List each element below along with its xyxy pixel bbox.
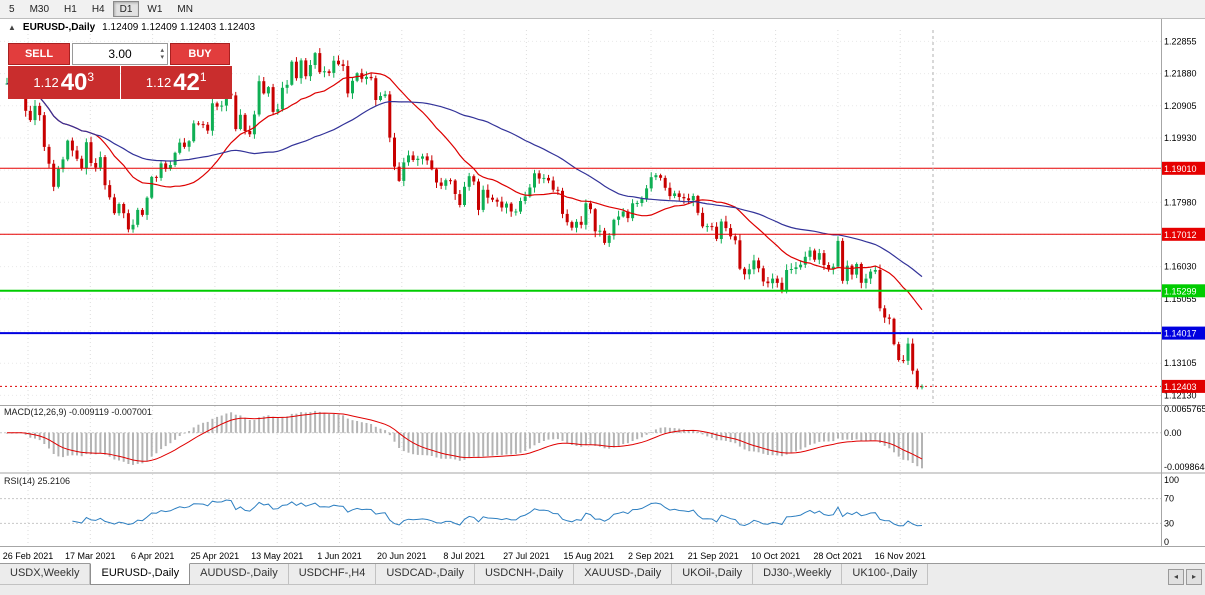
tab-scroll-left-icon[interactable]: ◂: [1168, 569, 1184, 585]
one-click-toggle-icon[interactable]: ▲: [8, 23, 16, 32]
price-line-label-bg: [1162, 379, 1205, 393]
price-tick-label: 1.19930: [1164, 133, 1197, 143]
price-line-label-bg: [1162, 227, 1205, 241]
sell-price-button[interactable]: 1.12 40 3: [8, 66, 120, 99]
buy-price-sup: 1: [199, 69, 207, 84]
chart-tab-eurusd-daily[interactable]: EURUSD-,Daily: [90, 563, 191, 585]
timeframe-button-w1[interactable]: W1: [140, 1, 169, 17]
date-tick-label: 17 Mar 2021: [65, 551, 116, 561]
date-tick-label: 16 Nov 2021: [875, 551, 926, 561]
chart-tab-uk100-daily[interactable]: UK100-,Daily: [842, 564, 929, 585]
macd-indicator-label: MACD(12,26,9) -0.009119 -0.007001: [4, 407, 152, 417]
price-tick-label: 1.15055: [1164, 294, 1197, 304]
price-chart-canvas[interactable]: 1.22855 1.21880 1.20905 1.19930 1.17980 1.160…: [0, 19, 1205, 563]
moving-average-50: [6, 81, 923, 278]
date-tick-label: 15 Aug 2021: [563, 551, 614, 561]
macd-scale-min: -0.0098648: [1164, 462, 1205, 472]
price-line-label-bg: [1162, 326, 1205, 340]
macd-scale-max: 0.0065765: [1164, 404, 1205, 414]
price-scale: 1.22855 1.21880 1.20905 1.19930 1.17980 1.160…: [1162, 36, 1205, 547]
date-tick-label: 1 Jun 2021: [317, 551, 362, 561]
date-tick-label: 6 Apr 2021: [131, 551, 175, 561]
chart-area: 1.22855 1.21880 1.20905 1.19930 1.17980 1.160…: [0, 19, 1205, 563]
timeframe-button-d1[interactable]: D1: [112, 1, 140, 17]
timeframe-button-mn[interactable]: MN: [170, 1, 200, 17]
date-tick-label: 27 Jul 2021: [503, 551, 550, 561]
date-tick-label: 25 Apr 2021: [191, 551, 240, 561]
macd-scale-zero: 0.00: [1164, 428, 1182, 438]
date-tick-label: 20 Jun 2021: [377, 551, 427, 561]
price-line-label: 1.19010: [1164, 164, 1197, 174]
price-line-label: 1.12403: [1164, 382, 1197, 392]
rsi-scale-label: 30: [1164, 518, 1174, 528]
price-line-label-bg: [1162, 161, 1205, 175]
candles: [5, 48, 924, 390]
price-line-label: 1.14017: [1164, 329, 1197, 339]
volume-spinner: ▴ ▾: [158, 44, 166, 64]
chart-tab-usdcnh-daily[interactable]: USDCNH-,Daily: [474, 564, 575, 585]
chart-tab-xauusd-daily[interactable]: XAUUSD-,Daily: [574, 564, 673, 585]
price-line-label: 1.15299: [1164, 286, 1197, 296]
ohlc-values: 1.12409 1.12409 1.12403 1.12403: [102, 22, 256, 33]
volume-down-icon[interactable]: ▾: [160, 54, 164, 61]
timeframe-button-m30[interactable]: M30: [23, 1, 56, 17]
sell-price-sup: 3: [87, 69, 95, 84]
macd-signal-line: [7, 412, 923, 462]
price-tick-label: 1.12130: [1164, 390, 1197, 400]
chart-tab-usdx-weekly[interactable]: USDX,Weekly: [0, 564, 91, 585]
date-tick-label: 21 Sep 2021: [688, 551, 739, 561]
chart-title: ▲ EURUSD-,Daily 1.12409 1.12409 1.12403 …: [8, 22, 255, 33]
sell-price-big: 40: [60, 68, 88, 96]
sell-button[interactable]: SELL: [8, 43, 70, 65]
timeframe-button-5[interactable]: 5: [2, 1, 22, 17]
date-tick-label: 13 May 2021: [251, 551, 303, 561]
rsi-scale-label: 0: [1164, 537, 1169, 547]
symbol-period-label: EURUSD-,Daily: [22, 22, 96, 33]
chart-tab-usdcad-daily[interactable]: USDCAD-,Daily: [376, 564, 475, 585]
timeframe-button-h1[interactable]: H1: [57, 1, 84, 17]
chart-tab-ukoil-daily[interactable]: UKOil-,Daily: [672, 564, 754, 585]
grid: [0, 30, 1161, 544]
sell-price-small: 1.12: [33, 75, 59, 90]
date-tick-label: 2 Sep 2021: [628, 551, 674, 561]
price-line-label: 1.17012: [1164, 230, 1197, 240]
buy-price-big: 42: [173, 68, 200, 96]
chart-tab-usdchf-h4[interactable]: USDCHF-,H4: [288, 564, 377, 585]
rsi-line: [72, 499, 923, 527]
chart-tabs: USDX,Weekly EURUSD-,Daily AUDUSD-,Daily USD…: [0, 563, 929, 585]
tab-scroll-right-icon[interactable]: ▸: [1186, 569, 1202, 585]
price-tick-label: 1.16030: [1164, 262, 1197, 272]
buy-price-button[interactable]: 1.12 42 1: [120, 66, 232, 99]
volume-up-icon[interactable]: ▴: [160, 47, 164, 54]
rsi-indicator-label: RSI(14) 25.2106: [4, 476, 71, 486]
tab-scroll-buttons: ◂ ▸: [1168, 569, 1202, 585]
price-tick-label: 1.21880: [1164, 69, 1197, 79]
date-tick-label: 28 Oct 2021: [813, 551, 862, 561]
chart-tab-dj30-weekly[interactable]: DJ30-,Weekly: [753, 564, 843, 585]
chart-tabbar: USDX,Weekly EURUSD-,Daily AUDUSD-,Daily USD…: [0, 563, 1205, 595]
volume-stepper[interactable]: 3.00 ▴ ▾: [72, 43, 168, 65]
price-tick-label: 1.13105: [1164, 358, 1197, 368]
date-tick-label: 10 Oct 2021: [751, 551, 800, 561]
timeframe-buttons: 5 M30 H1 H4 D1 W1 MN: [2, 1, 200, 17]
date-tick-label: 8 Jul 2021: [443, 551, 485, 561]
macd-histogram: [6, 410, 923, 469]
date-axis: 26 Feb 2021 17 Mar 2021 6 Apr 2021 25 Apr 2…: [3, 551, 926, 561]
rsi-scale-label: 70: [1164, 494, 1174, 504]
one-click-trading-panel: SELL 3.00 ▴ ▾ BUY 1.12 40 3 1.12 42 1: [8, 43, 232, 99]
rsi-scale-label: 100: [1164, 475, 1179, 485]
price-tick-label: 1.17980: [1164, 197, 1197, 207]
timeframe-toolbar: 5 M30 H1 H4 D1 W1 MN: [0, 0, 1205, 19]
date-tick-label: 26 Feb 2021: [3, 551, 54, 561]
price-tick-label: 1.22855: [1164, 36, 1197, 46]
price-tick-label: 1.20905: [1164, 101, 1197, 111]
timeframe-button-h4[interactable]: H4: [85, 1, 112, 17]
buy-price-small: 1.12: [145, 75, 172, 90]
buy-button[interactable]: BUY: [170, 43, 230, 65]
volume-value[interactable]: 3.00: [108, 47, 132, 61]
chart-tab-audusd-daily[interactable]: AUDUSD-,Daily: [190, 564, 289, 585]
moving-average-20: [6, 72, 923, 311]
price-line-label-bg: [1162, 284, 1205, 298]
